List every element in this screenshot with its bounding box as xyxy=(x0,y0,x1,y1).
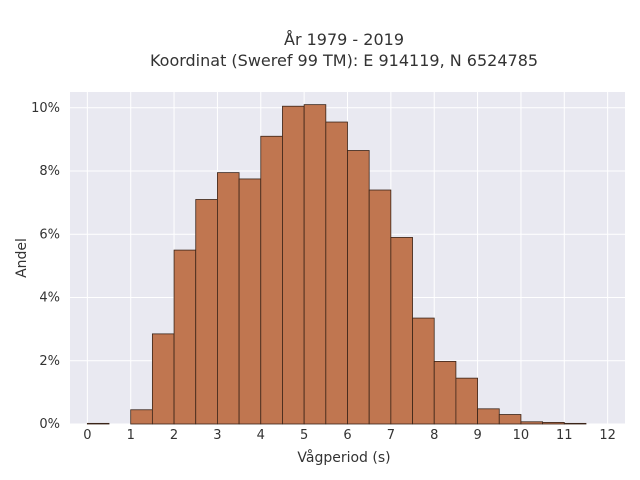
histogram-bar-13 xyxy=(368,189,392,425)
y-tick-label: 4% xyxy=(39,291,60,306)
x-ticks: 0 1 2 3 4 5 6 7 8 9 10 11 12 xyxy=(83,428,616,443)
x-tick-label: 4 xyxy=(257,428,265,443)
x-tick-label: 1 xyxy=(127,428,135,443)
x-tick-label: 2 xyxy=(170,428,178,443)
x-tick-label: 10 xyxy=(513,428,530,443)
y-tick-label: 6% xyxy=(39,227,60,242)
histogram-bar-14 xyxy=(390,237,413,425)
chart-title-line-1: År 1979 - 2019 xyxy=(284,30,404,49)
histogram-bar-4 xyxy=(173,249,197,425)
histogram-bar-0 xyxy=(86,422,110,425)
histogram-bar-16 xyxy=(433,360,457,425)
chart-title-line-2: Koordinat (Sweref 99 TM): E 914119, N 65… xyxy=(150,51,538,70)
histogram-bar-2 xyxy=(130,409,153,425)
histogram-bar-19 xyxy=(498,414,522,425)
histogram-bar-6 xyxy=(217,172,240,425)
x-axis-title: Vågperiod (s) xyxy=(297,449,390,466)
histogram-bar-17 xyxy=(455,377,478,425)
histogram-bar-10 xyxy=(303,104,327,425)
histogram-bar-21 xyxy=(542,422,565,425)
x-tick-label: 12 xyxy=(599,428,616,443)
histogram-bar-11 xyxy=(325,121,348,425)
histogram-bar-20 xyxy=(520,421,544,425)
x-tick-label: 9 xyxy=(473,428,481,443)
histogram-bar-5 xyxy=(195,199,218,425)
y-ticks: 0% 2% 4% 6% 8% 10% xyxy=(31,101,60,432)
histogram-bar-3 xyxy=(151,333,175,425)
histogram-bar-15 xyxy=(412,317,435,425)
histogram-bar-22 xyxy=(563,422,587,425)
y-axis-title: Andel xyxy=(14,238,30,278)
x-tick-label: 0 xyxy=(83,428,91,443)
histogram-bar-18 xyxy=(477,408,500,425)
x-tick-label: 7 xyxy=(387,428,395,443)
bars xyxy=(86,104,587,425)
histogram-bar-7 xyxy=(238,178,262,425)
y-tick-label: 0% xyxy=(39,417,60,432)
x-tick-label: 11 xyxy=(556,428,573,443)
x-tick-label: 3 xyxy=(213,428,221,443)
x-tick-label: 6 xyxy=(343,428,351,443)
x-tick-label: 8 xyxy=(430,428,438,443)
histogram-bar-12 xyxy=(347,150,370,425)
y-tick-label: 10% xyxy=(31,101,60,116)
histogram-bar-8 xyxy=(260,135,283,425)
x-tick-label: 5 xyxy=(300,428,308,443)
y-tick-label: 8% xyxy=(39,164,60,179)
y-tick-label: 2% xyxy=(39,354,60,369)
histogram-bar-9 xyxy=(282,105,305,425)
